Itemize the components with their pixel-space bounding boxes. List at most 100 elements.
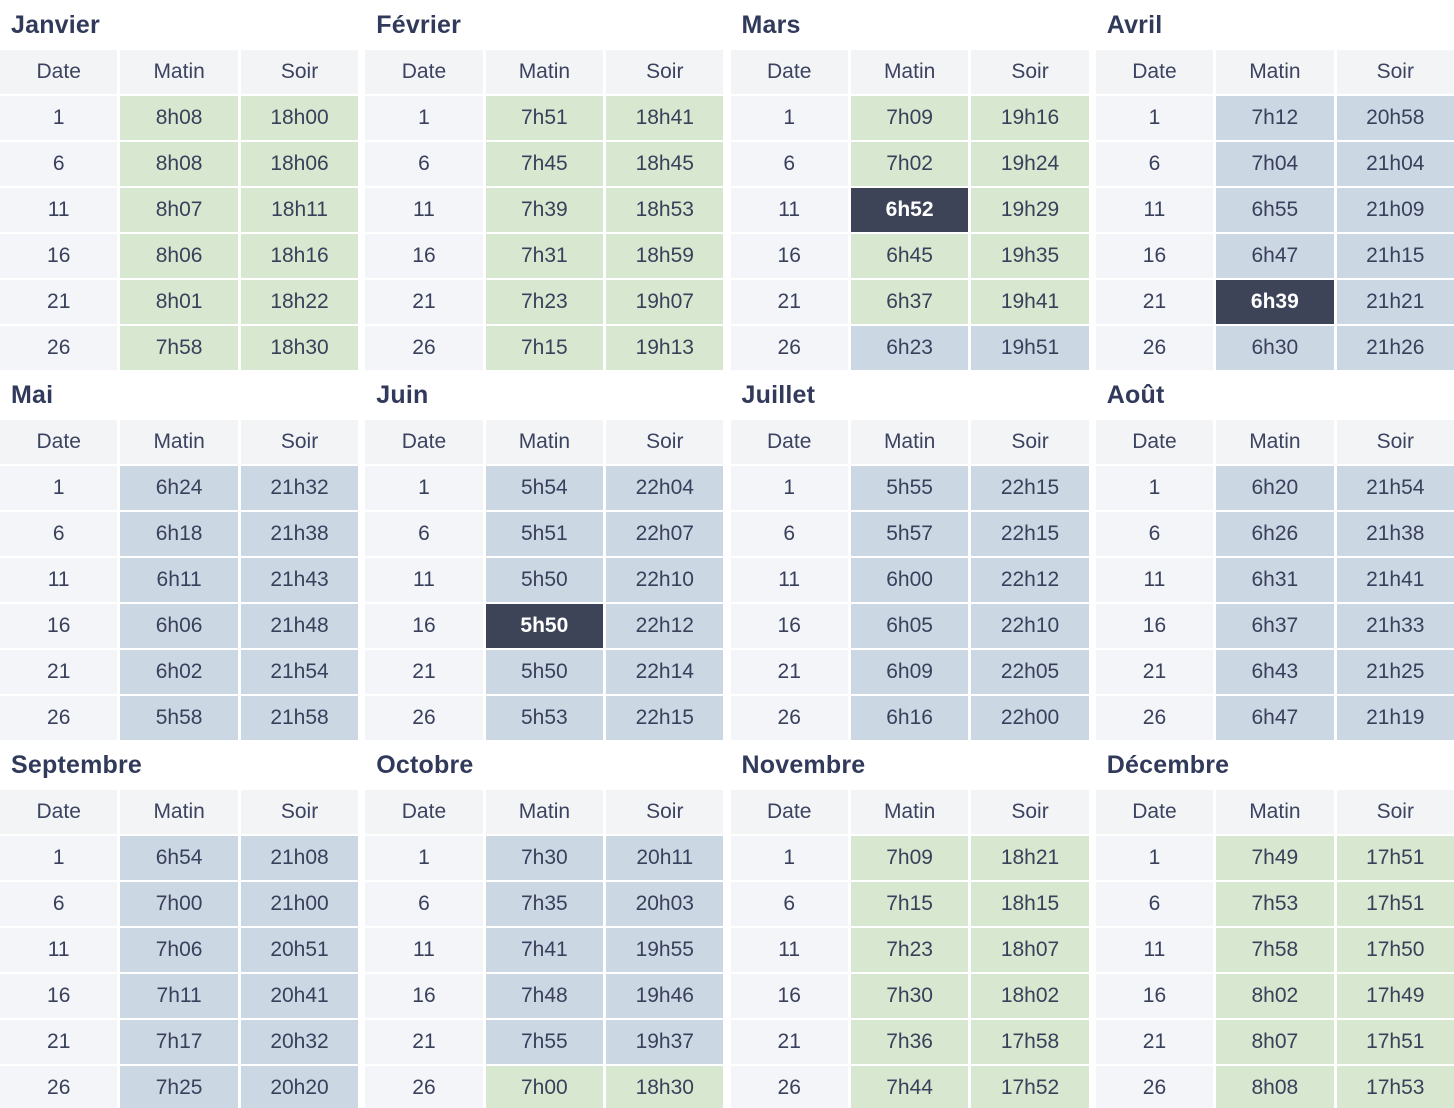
soir-time-cell: 19h07	[606, 280, 724, 324]
soir-time-cell: 22h15	[971, 512, 1089, 556]
month-section: Janvier Date Matin Soir 1 8h08 18h00 6 8…	[0, 0, 359, 370]
matin-header: Matin	[120, 420, 238, 464]
soir-time-cell: 19h37	[606, 1020, 724, 1064]
date-cell: 1	[365, 466, 483, 510]
soir-time-cell: 19h13	[606, 326, 724, 370]
soir-time-cell: 18h00	[240, 96, 359, 140]
date-cell: 6	[1095, 512, 1214, 556]
date-cell: 6	[1095, 142, 1214, 186]
month-table: Date Matin Soir 1 7h30 20h11 6 7h35 20h0…	[365, 790, 724, 1108]
date-cell: 6	[0, 512, 118, 556]
date-cell: 21	[730, 280, 848, 324]
month-title: Avril	[1106, 10, 1163, 39]
soir-time-cell: 22h04	[606, 466, 724, 510]
soir-time-cell: 18h41	[606, 96, 724, 140]
date-cell: 16	[730, 234, 848, 278]
matin-time-cell: 5h54	[485, 466, 604, 510]
date-cell: 21	[1095, 650, 1214, 694]
soir-time-cell: 21h48	[240, 604, 359, 648]
date-cell: 11	[1095, 928, 1214, 972]
month-title: Février	[376, 10, 462, 39]
matin-time-cell: 6h55	[1216, 188, 1334, 232]
month-section: Avril Date Matin Soir 1 7h12 20h58 6 7h0…	[1095, 0, 1454, 370]
date-cell: 16	[730, 974, 848, 1018]
soir-time-cell: 21h38	[240, 512, 359, 556]
matin-header: Matin	[850, 50, 969, 94]
soir-header: Soir	[971, 50, 1089, 94]
soir-time-cell: 19h55	[606, 928, 724, 972]
soir-time-cell: 20h41	[240, 974, 359, 1018]
soir-time-cell: 21h33	[1336, 604, 1454, 648]
soir-header: Soir	[1336, 790, 1454, 834]
soir-time-cell: 18h53	[606, 188, 724, 232]
date-cell: 26	[0, 696, 118, 740]
date-cell: 16	[365, 974, 483, 1018]
date-header: Date	[0, 790, 118, 834]
date-cell: 16	[365, 604, 483, 648]
date-cell: 26	[0, 326, 118, 370]
soir-header: Soir	[971, 420, 1089, 464]
matin-time-cell: 7h00	[485, 1066, 604, 1108]
matin-time-cell: 6h37	[850, 280, 969, 324]
soir-time-cell: 18h30	[240, 326, 359, 370]
matin-time-cell: 5h53	[485, 696, 604, 740]
soir-time-cell: 18h11	[240, 188, 359, 232]
matin-time-cell: 7h11	[120, 974, 238, 1018]
date-cell: 1	[730, 466, 848, 510]
soir-time-cell: 22h12	[606, 604, 724, 648]
soir-time-cell: 22h05	[971, 650, 1089, 694]
date-cell: 26	[730, 326, 848, 370]
date-cell: 26	[0, 1066, 118, 1108]
soir-time-cell: 22h07	[606, 512, 724, 556]
matin-time-cell: 5h55	[850, 466, 969, 510]
matin-time-cell: 6h31	[1216, 558, 1334, 602]
date-cell: 16	[365, 234, 483, 278]
matin-header: Matin	[120, 50, 238, 94]
matin-time-cell: 7h41	[485, 928, 604, 972]
date-cell: 1	[365, 96, 483, 140]
soir-time-cell: 20h03	[606, 882, 724, 926]
date-cell: 11	[1095, 188, 1214, 232]
soir-time-cell: 21h04	[1336, 142, 1454, 186]
date-cell: 16	[0, 234, 118, 278]
matin-time-cell: 7h49	[1216, 836, 1334, 880]
soir-time-cell: 21h32	[240, 466, 359, 510]
date-cell: 1	[365, 836, 483, 880]
matin-time-cell: 5h50	[485, 604, 604, 648]
matin-time-cell: 7h58	[120, 326, 238, 370]
month-section: Juin Date Matin Soir 1 5h54 22h04 6 5h51…	[365, 370, 724, 740]
month-title: Décembre	[1106, 750, 1230, 779]
month-title: Mai	[11, 380, 54, 409]
matin-time-cell: 7h58	[1216, 928, 1334, 972]
soir-time-cell: 21h19	[1336, 696, 1454, 740]
month-section: Octobre Date Matin Soir 1 7h30 20h11 6 7…	[365, 740, 724, 1108]
soir-header: Soir	[606, 50, 724, 94]
date-header: Date	[365, 790, 483, 834]
matin-time-cell: 7h45	[485, 142, 604, 186]
matin-time-cell: 7h09	[850, 96, 969, 140]
month-table: Date Matin Soir 1 7h49 17h51 6 7h53 17h5…	[1095, 790, 1454, 1108]
matin-time-cell: 6h54	[120, 836, 238, 880]
month-table: Date Matin Soir 1 7h12 20h58 6 7h04 21h0…	[1095, 50, 1454, 370]
soir-time-cell: 21h08	[240, 836, 359, 880]
soir-time-cell: 19h46	[606, 974, 724, 1018]
soir-time-cell: 18h15	[971, 882, 1089, 926]
matin-time-cell: 7h35	[485, 882, 604, 926]
matin-time-cell: 7h12	[1216, 96, 1334, 140]
date-cell: 26	[1095, 326, 1214, 370]
soir-time-cell: 19h24	[971, 142, 1089, 186]
month-section: Mars Date Matin Soir 1 7h09 19h16 6 7h02…	[730, 0, 1089, 370]
date-cell: 21	[730, 1020, 848, 1064]
soir-time-cell: 20h51	[240, 928, 359, 972]
month-table: Date Matin Soir 1 6h24 21h32 6 6h18 21h3…	[0, 420, 359, 740]
month-table: Date Matin Soir 1 6h20 21h54 6 6h26 21h3…	[1095, 420, 1454, 740]
matin-header: Matin	[120, 790, 238, 834]
soir-time-cell: 22h00	[971, 696, 1089, 740]
soir-time-cell: 21h38	[1336, 512, 1454, 556]
date-cell: 26	[730, 1066, 848, 1108]
soir-header: Soir	[240, 50, 359, 94]
month-section: Novembre Date Matin Soir 1 7h09 18h21 6 …	[730, 740, 1089, 1108]
soir-time-cell: 17h58	[971, 1020, 1089, 1064]
soir-time-cell: 18h45	[606, 142, 724, 186]
matin-time-cell: 6h39	[1216, 280, 1334, 324]
